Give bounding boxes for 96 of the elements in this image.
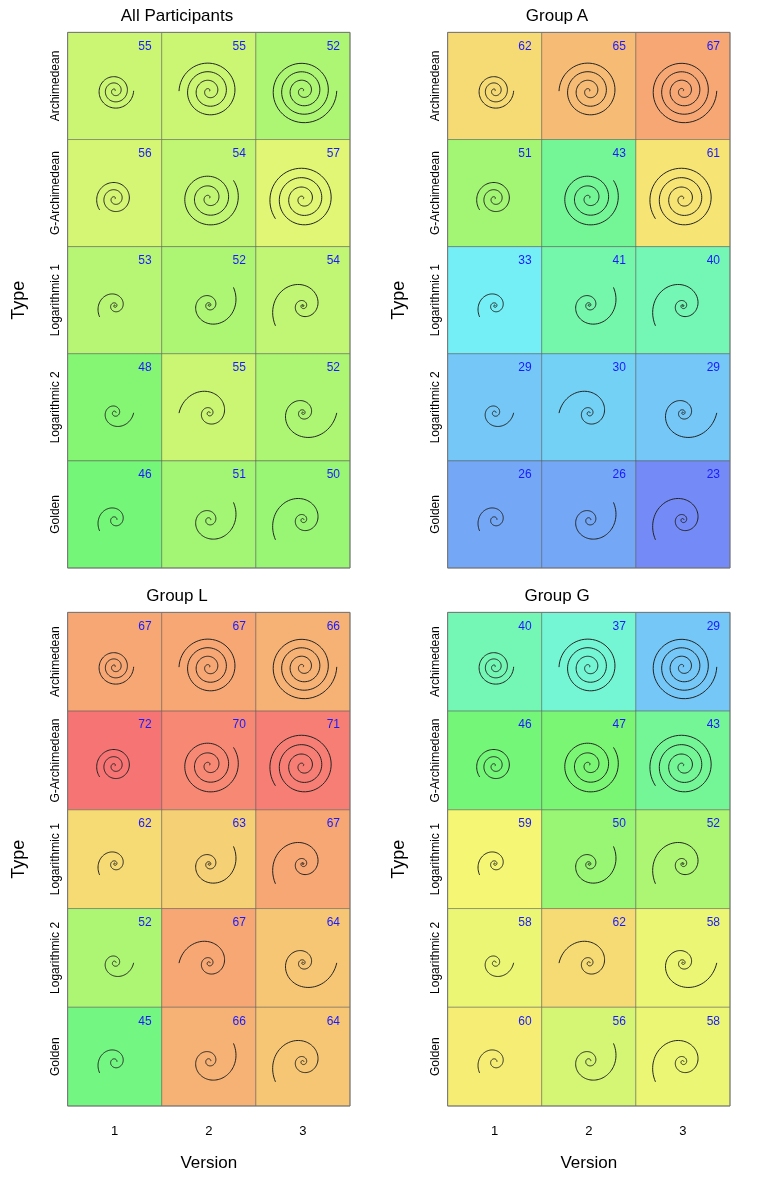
- y-axis-title: Type: [387, 280, 408, 320]
- data-label: 50: [612, 816, 627, 831]
- data-label: 26: [612, 467, 627, 482]
- y-tick-label: Logarithmic 1: [47, 822, 62, 896]
- data-label: 30: [612, 360, 627, 375]
- data-label: 58: [518, 914, 533, 929]
- data-label: 63: [232, 816, 247, 831]
- data-label: 52: [706, 816, 721, 831]
- data-label: 40: [706, 252, 721, 267]
- data-label: 48: [138, 360, 153, 375]
- x-axis-title: Version: [180, 1153, 238, 1173]
- y-tick-label: Archimedean: [47, 626, 62, 698]
- data-label: 70: [232, 717, 247, 732]
- data-label: 29: [706, 618, 721, 633]
- data-label: 54: [326, 252, 341, 267]
- y-tick-label: G-Archimedean: [427, 151, 442, 236]
- data-label: 26: [518, 467, 533, 482]
- data-label: 57: [326, 145, 341, 160]
- data-label: 55: [232, 38, 247, 53]
- data-label: 66: [326, 618, 341, 633]
- y-tick-label: Logarithmic 2: [427, 370, 442, 444]
- y-tick-label: G-Archimedean: [47, 718, 62, 803]
- data-label: 58: [706, 914, 721, 929]
- y-tick-label: Logarithmic 2: [47, 921, 62, 994]
- y-axis-title: Type: [7, 839, 28, 879]
- data-label: 51: [232, 467, 247, 482]
- data-label: 51: [518, 145, 533, 160]
- x-tick-label: 3: [299, 1123, 307, 1139]
- data-label: 45: [138, 1013, 153, 1028]
- data-label: 53: [138, 252, 153, 267]
- data-label: 62: [518, 38, 533, 53]
- y-tick-label: G-Archimedean: [47, 151, 62, 236]
- x-tick-label: 2: [205, 1123, 213, 1139]
- data-label: 40: [518, 618, 533, 633]
- data-label: 67: [706, 38, 721, 53]
- data-label: 29: [518, 360, 533, 375]
- data-label: 61: [706, 145, 721, 160]
- y-axis-title: Type: [387, 839, 408, 879]
- data-label: 52: [326, 360, 341, 375]
- data-label: 64: [326, 914, 341, 929]
- data-label: 46: [138, 467, 153, 482]
- y-tick-label: Logarithmic 1: [47, 263, 62, 337]
- data-label: 62: [138, 816, 153, 831]
- data-label: 56: [138, 145, 153, 160]
- y-tick-label: G-Archimedean: [427, 718, 442, 803]
- x-tick-label: 3: [679, 1123, 687, 1139]
- data-label: 71: [326, 717, 341, 732]
- x-tick-label: 1: [111, 1123, 119, 1139]
- data-label: 52: [232, 252, 247, 267]
- x-tick-label: 2: [585, 1123, 593, 1139]
- y-axis-title: Type: [7, 280, 28, 320]
- y-tick-label: Archimedean: [47, 50, 62, 122]
- y-tick-label: Logarithmic 2: [427, 921, 442, 994]
- data-label: 56: [612, 1013, 627, 1028]
- y-tick-label: Archimedean: [427, 626, 442, 698]
- y-tick-label: Golden: [47, 1037, 62, 1076]
- data-label: 52: [138, 914, 153, 929]
- data-label: 67: [138, 618, 153, 633]
- y-tick-label: Logarithmic 1: [427, 822, 442, 896]
- data-label: 58: [706, 1013, 721, 1028]
- chart-title: Group A: [525, 5, 589, 25]
- y-tick-label: Golden: [427, 495, 442, 534]
- data-label: 43: [612, 145, 627, 160]
- data-label: 41: [612, 252, 627, 267]
- data-label: 46: [518, 717, 533, 732]
- data-label: 37: [612, 618, 627, 633]
- data-label: 50: [326, 467, 341, 482]
- chart-title: All Participants: [120, 5, 234, 25]
- y-tick-label: Logarithmic 2: [47, 370, 62, 444]
- data-label: 62: [612, 914, 627, 929]
- data-label: 64: [326, 1013, 341, 1028]
- data-label: 65: [612, 38, 627, 53]
- data-label: 59: [518, 816, 533, 831]
- data-label: 29: [706, 360, 721, 375]
- data-label: 47: [612, 717, 627, 732]
- data-label: 55: [232, 360, 247, 375]
- data-label: 66: [232, 1013, 247, 1028]
- data-label: 43: [706, 717, 721, 732]
- data-label: 33: [518, 252, 533, 267]
- data-label: 67: [326, 816, 341, 831]
- y-tick-label: Logarithmic 1: [427, 263, 442, 337]
- data-label: 60: [518, 1013, 533, 1028]
- data-label: 67: [232, 914, 247, 929]
- data-label: 55: [138, 38, 153, 53]
- y-tick-label: Archimedean: [427, 50, 442, 122]
- data-label: 67: [232, 618, 247, 633]
- data-label: 52: [326, 38, 341, 53]
- x-axis-title: Version: [560, 1153, 618, 1173]
- chart-title: Group G: [524, 585, 590, 605]
- y-tick-label: Golden: [47, 495, 62, 534]
- data-label: 23: [706, 467, 721, 482]
- chart-title: Group L: [146, 585, 208, 605]
- x-tick-label: 1: [491, 1123, 499, 1139]
- data-label: 72: [138, 717, 153, 732]
- y-tick-label: Golden: [427, 1037, 442, 1076]
- data-label: 54: [232, 145, 247, 160]
